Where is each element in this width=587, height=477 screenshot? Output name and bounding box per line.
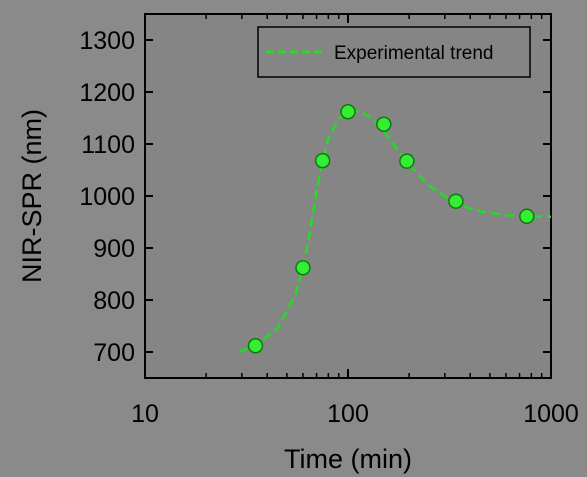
y-tick-label: 800 bbox=[93, 287, 135, 315]
data-point bbox=[375, 116, 392, 132]
data-point bbox=[399, 153, 415, 169]
data-point bbox=[519, 208, 535, 225]
x-tick-label: 100 bbox=[327, 400, 369, 428]
y-axis-title: NIR-SPR (nm) bbox=[17, 109, 47, 283]
y-tick-label: 1300 bbox=[79, 27, 135, 55]
y-tick-label: 1000 bbox=[79, 183, 135, 211]
legend-label: Experimental trend bbox=[334, 43, 493, 64]
y-tick-label: 1200 bbox=[79, 79, 135, 107]
x-axis-title: Time (min) bbox=[284, 444, 412, 474]
x-tick-label: 1000 bbox=[523, 400, 579, 428]
y-tick-label: 900 bbox=[93, 235, 135, 263]
x-tick-label: 10 bbox=[131, 400, 159, 428]
data-markers bbox=[247, 104, 535, 354]
y-tick-label: 700 bbox=[93, 339, 135, 367]
axis-ticks: 700 800 900 1000 1100 1200 1300 10 100 1000 bbox=[79, 14, 579, 428]
legend: Experimental trend bbox=[257, 26, 531, 78]
data-point bbox=[448, 193, 464, 209]
data-point bbox=[314, 152, 331, 169]
data-point bbox=[295, 260, 311, 276]
data-point bbox=[340, 104, 356, 120]
data-point bbox=[247, 338, 264, 354]
y-tick-label: 1100 bbox=[81, 131, 135, 159]
